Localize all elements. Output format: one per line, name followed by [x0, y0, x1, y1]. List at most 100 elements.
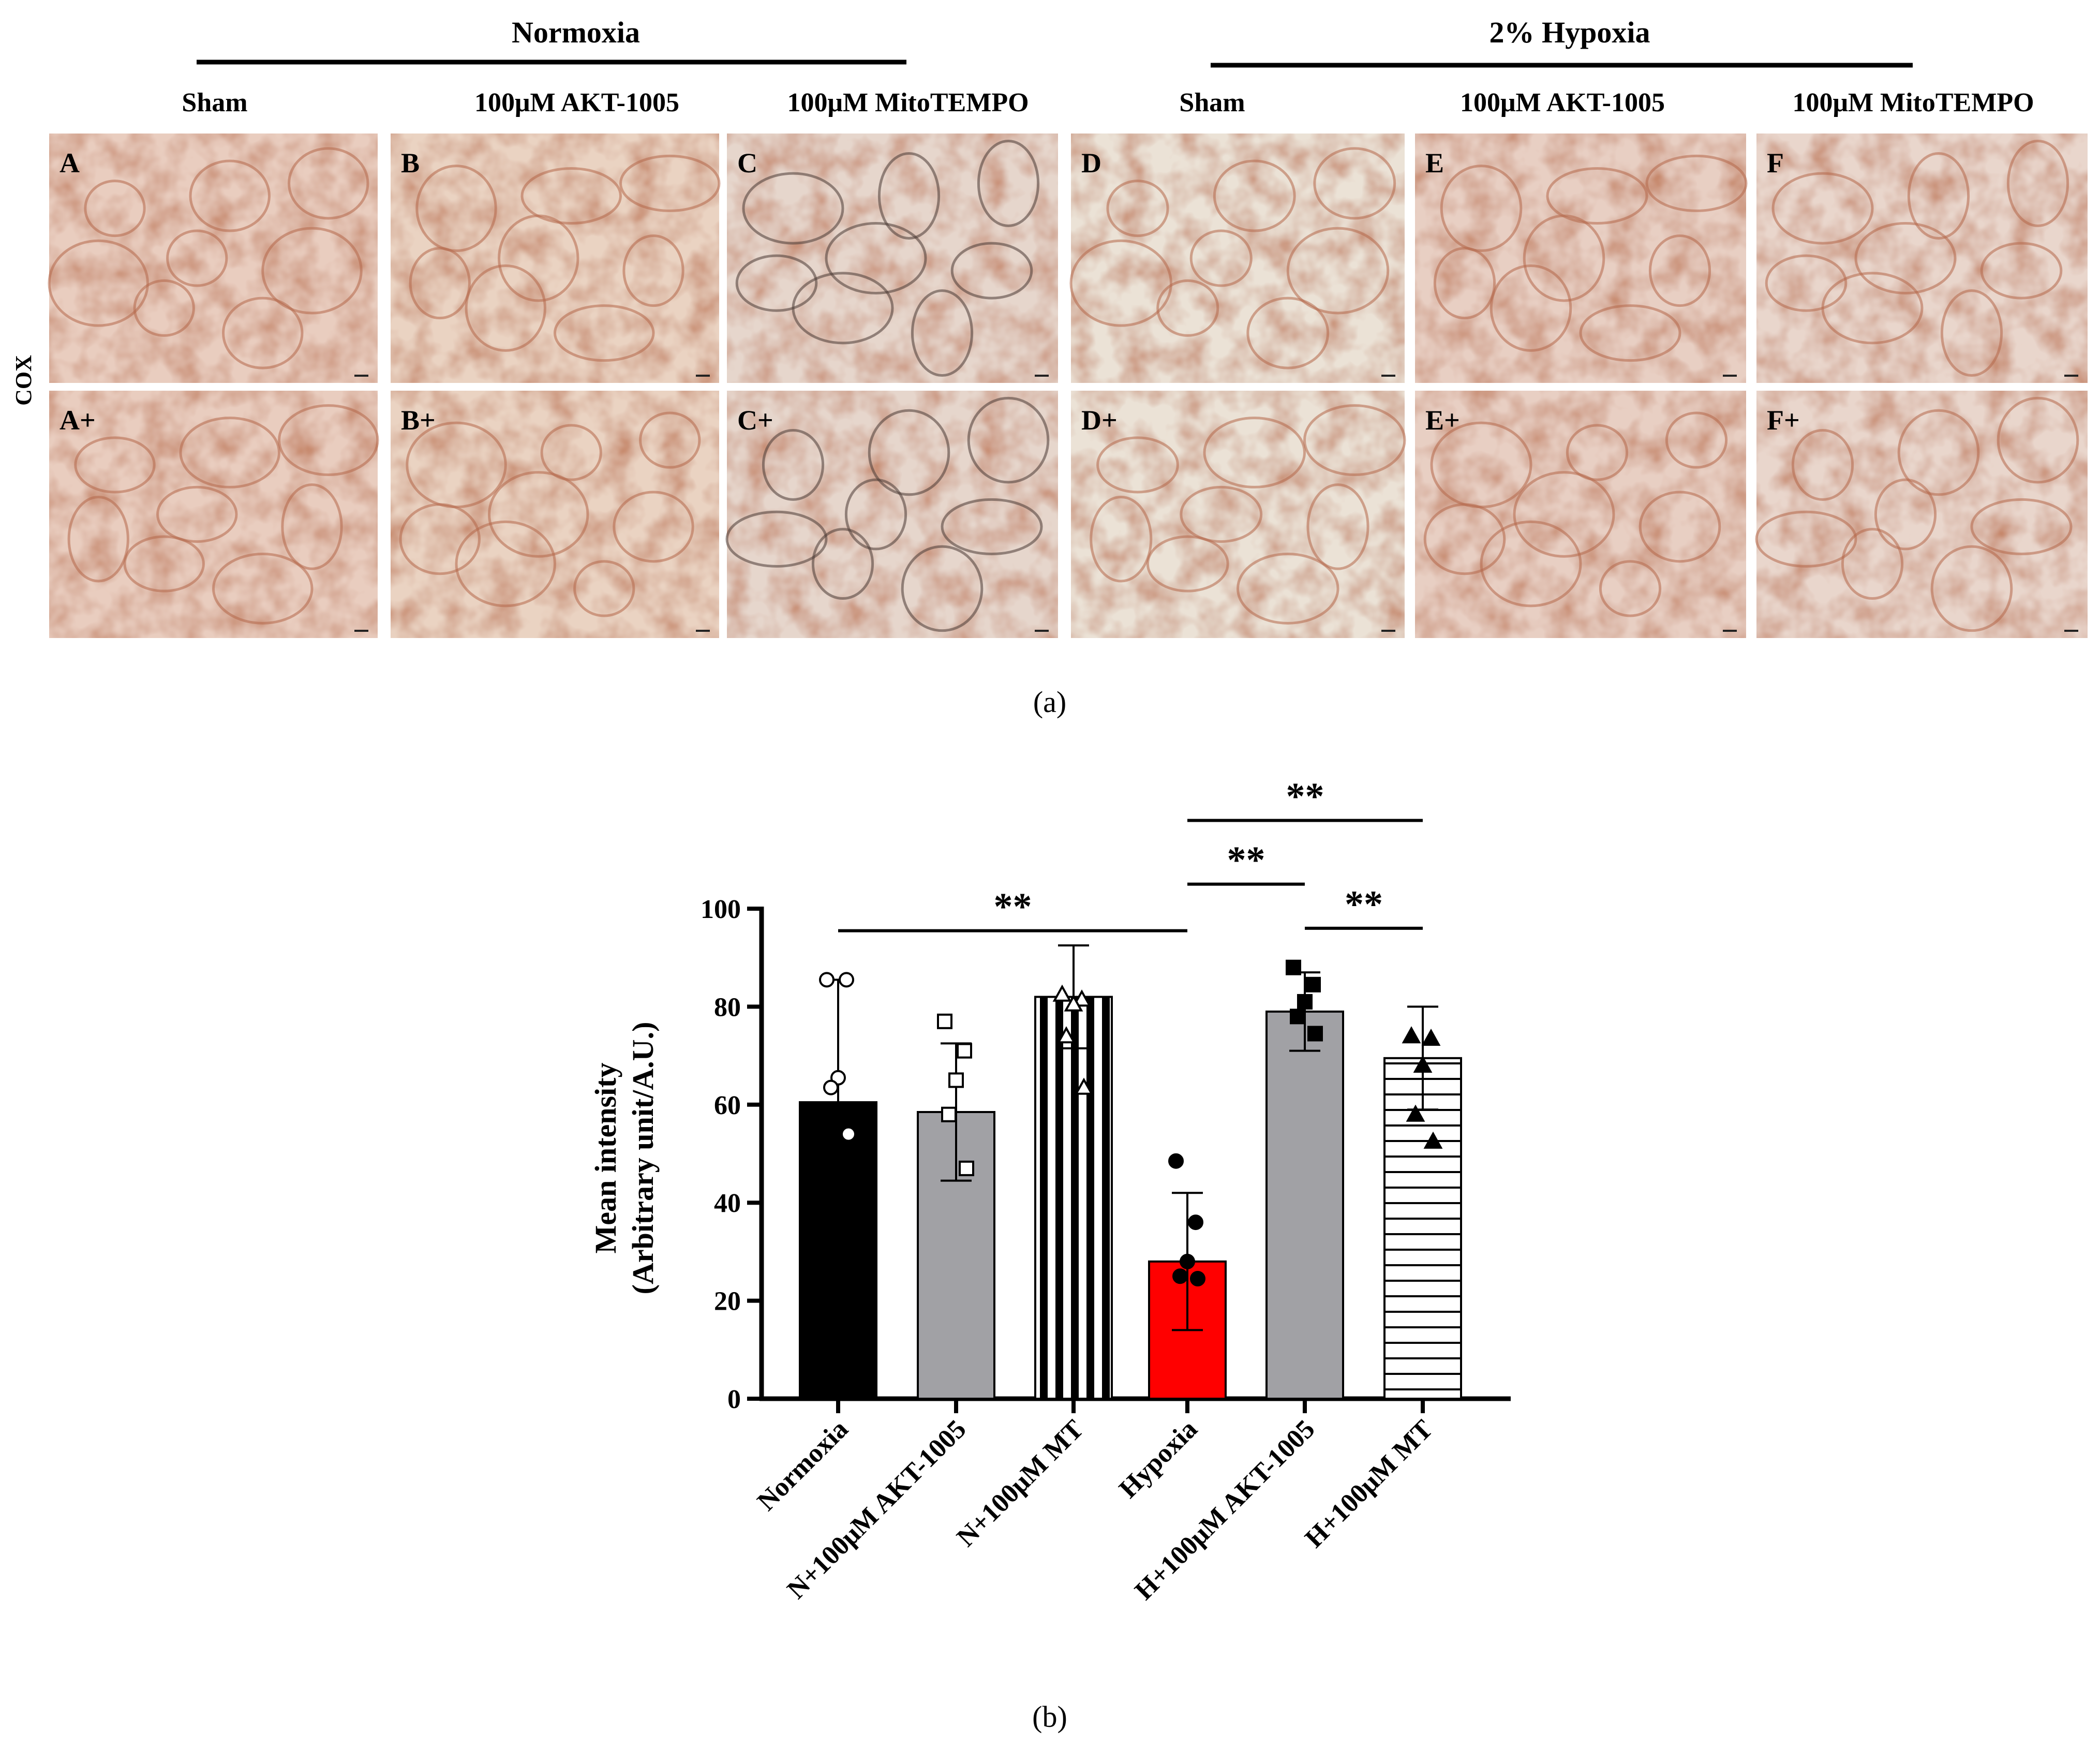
villus-outline — [844, 478, 907, 551]
data-point — [1168, 1153, 1184, 1169]
significance-label-1: ** — [1227, 839, 1265, 882]
villus-outline — [540, 424, 602, 481]
data-point — [1188, 1214, 1203, 1231]
micrograph-tile-f-plus: F+ — [1755, 391, 2088, 638]
villus-outline — [639, 411, 701, 469]
villus-outline — [1180, 485, 1263, 543]
villus-outline — [1648, 234, 1711, 307]
villus-outline — [554, 304, 655, 362]
villus-outline — [1213, 159, 1296, 232]
data-point — [1056, 1026, 1076, 1044]
villus-outline — [2006, 139, 2069, 227]
x-tick-label-3: Hypoxia — [1113, 1414, 1203, 1504]
villus-outline — [1874, 478, 1937, 551]
villus-outline — [1940, 289, 2003, 377]
tile-tissue-texture — [727, 134, 1058, 383]
villus-outline — [622, 234, 684, 307]
villus-outline — [1546, 167, 1648, 225]
data-point — [1052, 984, 1072, 1002]
tile-label: F+ — [1767, 405, 1800, 436]
tile-label: C+ — [737, 405, 773, 436]
column-header-3: Sham — [1179, 88, 1245, 117]
villus-outline — [1480, 520, 1582, 608]
villus-outline — [877, 152, 941, 240]
y-tick-label: 100 — [701, 895, 741, 924]
bar-2 — [1034, 996, 1113, 1400]
tile-label: F — [1767, 147, 1784, 179]
significance-label-0: ** — [994, 886, 1032, 928]
tile-tissue-texture — [1415, 391, 1746, 638]
villus-outline — [1639, 491, 1721, 563]
villus-outline — [1106, 180, 1169, 238]
data-point — [957, 1043, 972, 1059]
tile-label: A+ — [59, 405, 96, 436]
tile-label: C — [737, 147, 757, 179]
villus-outline — [762, 428, 825, 501]
column-header-0: Sham — [182, 88, 247, 117]
villus-outline — [1755, 510, 1857, 568]
villus-outline — [1513, 471, 1615, 558]
villus-outline — [1156, 279, 1219, 337]
micrograph-tile-a-plus: A+ — [49, 391, 379, 638]
villus-outline — [1665, 411, 1728, 469]
villus-outline — [613, 491, 694, 563]
tile-label: D — [1081, 147, 1101, 179]
villus-outline — [1854, 222, 1957, 294]
data-point — [1406, 1104, 1425, 1122]
villus-outline — [1765, 254, 1848, 312]
villus-outline — [1433, 247, 1496, 320]
micrograph-tile-d: D — [1069, 134, 1405, 383]
tile-label: B+ — [401, 405, 436, 436]
villus-outline — [281, 483, 343, 570]
tile-label: E+ — [1425, 405, 1460, 436]
villus-outline — [1237, 552, 1339, 625]
tile-label: A — [59, 147, 80, 179]
villus-outline — [520, 167, 622, 225]
data-point — [823, 1079, 839, 1095]
micrograph-tile-f: F — [1756, 134, 2088, 383]
villus-outline — [573, 560, 635, 617]
group-header-normoxia: Normoxia — [512, 16, 640, 49]
data-point — [959, 1160, 974, 1176]
villus-outline — [74, 436, 156, 494]
villus-outline — [941, 498, 1043, 555]
tile-label: B — [401, 147, 420, 179]
villus-outline — [1930, 545, 2013, 632]
villus-outline — [1189, 229, 1253, 287]
column-header-4: 100μM AKT-1005 — [1460, 88, 1665, 117]
villus-outline — [1096, 436, 1179, 494]
data-point — [839, 972, 854, 988]
villus-outline — [1566, 424, 1629, 481]
villus-outline — [1841, 528, 1904, 600]
micrograph-tile-d-plus: D+ — [1071, 391, 1406, 638]
data-point — [1172, 1268, 1188, 1284]
data-point — [819, 972, 835, 988]
villus-outline — [189, 159, 271, 232]
villus-outline — [1980, 242, 2063, 300]
tile-tissue-texture — [49, 134, 378, 383]
villus-outline — [179, 417, 280, 488]
data-point — [948, 1072, 964, 1088]
data-point — [841, 1126, 856, 1142]
tile-tissue-texture — [1071, 134, 1405, 383]
villus-outline — [1645, 154, 1748, 212]
villus-outline — [48, 239, 149, 327]
data-point — [1064, 994, 1083, 1012]
villus-outline — [967, 396, 1050, 484]
micrograph-tile-c-plus: C+ — [725, 391, 1058, 638]
data-point — [1413, 1055, 1433, 1073]
villus-outline — [1440, 165, 1523, 253]
micrograph-tile-b-plus: B+ — [391, 391, 719, 638]
y-axis-label: Mean intensity — [589, 1063, 622, 1254]
data-point — [937, 1013, 952, 1029]
data-point — [1286, 959, 1301, 975]
tile-tissue-texture — [391, 391, 719, 638]
tile-tissue-texture — [1415, 134, 1746, 383]
y-tick-label: 20 — [714, 1287, 741, 1316]
data-point — [1074, 1077, 1094, 1095]
bar-chart: 0 20 40 60 80 100 Mean intensity (Arbitrary uni… — [589, 776, 1511, 1606]
tile-tissue-texture — [1756, 134, 2088, 383]
villus-outline — [133, 279, 195, 337]
villus-outline — [811, 528, 874, 600]
